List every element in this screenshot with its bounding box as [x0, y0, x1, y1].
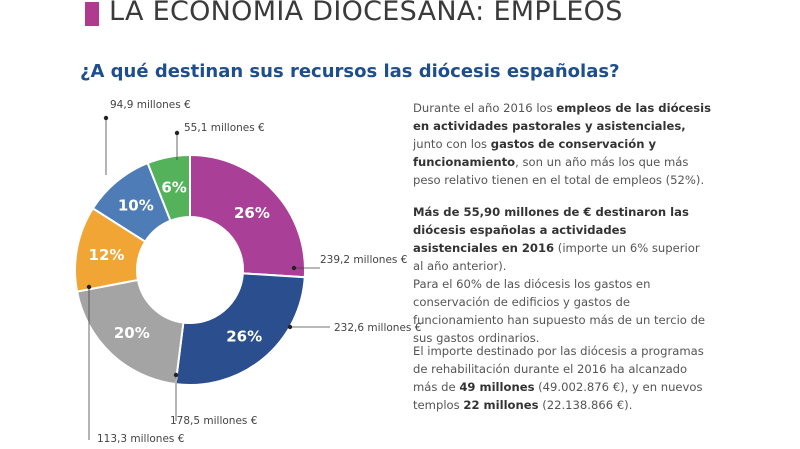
page-title: LA ECONOMÍA DIOCESANA: EMPLEOS: [109, 0, 623, 27]
p4-run-3: 22 millones: [463, 398, 539, 412]
value-label-1: 232,6 millones €: [334, 322, 421, 334]
header-accent-bar: [85, 2, 99, 26]
paragraph-2: Más de 55,90 millones de € destinaron la…: [413, 203, 713, 275]
slice-label-0: 26%: [234, 204, 270, 222]
slice-label-5: 6%: [161, 179, 186, 197]
p2-run-1: (importe un 6% superior al año anterior)…: [413, 241, 700, 273]
value-label-3: 113,3 millones €: [97, 433, 184, 445]
slice-label-1: 26%: [226, 327, 262, 345]
leader-dot-3: [86, 284, 92, 290]
value-label-4: 94,9 millones €: [110, 99, 191, 111]
p1-run-1: empleos de las diócesis en actividades p…: [413, 101, 712, 133]
paragraph-3: Para el 60% de las diócesis los gastos e…: [413, 275, 713, 347]
p1-run-3: gastos de conservación y funcionamiento: [413, 137, 657, 169]
p2-run-0: Más de 55,90 millones de € destinaron la…: [413, 205, 689, 255]
p4-run-4: (22.138.866 €).: [538, 398, 633, 412]
leader-dot-0: [291, 265, 297, 271]
slice-label-3: 12%: [89, 246, 125, 264]
p4-run-0: El importe destinado por las diócesis a …: [413, 344, 704, 394]
slice-2: [75, 278, 185, 386]
leader-dot-4: [103, 115, 109, 121]
value-label-2: 178,5 millones €: [170, 415, 257, 427]
value-label-0: 239,2 millones €: [320, 254, 407, 266]
slice-label-4: 10%: [118, 197, 154, 215]
leader-dot-1: [287, 324, 293, 330]
p1-run-4: , son un año más los que más peso relati…: [413, 155, 705, 187]
slice-label-2: 20%: [114, 324, 150, 342]
p4-run-1: 49 millones: [459, 380, 535, 394]
paragraph-1: Durante el año 2016 los empleos de las d…: [413, 99, 713, 189]
slice-5: [146, 153, 191, 223]
p1-run-0: Durante el año 2016 los: [413, 101, 557, 115]
paragraph-4: El importe destinado por las diócesis a …: [413, 342, 713, 414]
slice-0: [189, 153, 306, 279]
p1-run-2: junto con los: [413, 137, 491, 151]
value-label-5: 55,1 millones €: [184, 122, 265, 134]
leader-dot-5: [174, 130, 180, 136]
p3-run-0: Para el 60% de las diócesis los gastos e…: [413, 277, 706, 345]
p4-run-2: (49.002.876 €), y en nuevos templos: [413, 380, 703, 412]
leader-dot-2: [173, 372, 179, 378]
chart-subtitle: ¿A qué destinan sus recursos las diócesi…: [80, 61, 620, 82]
